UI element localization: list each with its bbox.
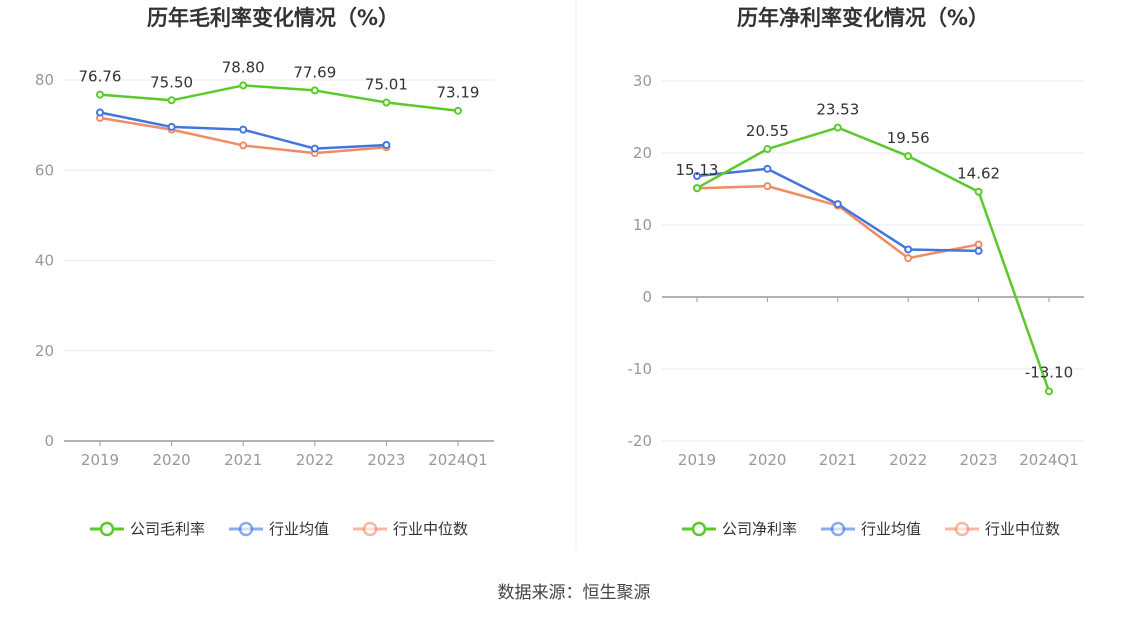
data-point <box>693 172 701 181</box>
legend-label: 行业中位数 <box>985 520 1060 538</box>
series-line-3 <box>696 184 979 260</box>
data-point <box>904 245 913 254</box>
data-point <box>833 200 842 209</box>
legend-label: 公司毛利率 <box>130 520 205 538</box>
legend-swatch-marker <box>691 521 707 537</box>
data-label: 76.76 <box>79 68 122 86</box>
data-label: 15.13 <box>676 161 719 179</box>
y-tick-label: 0 <box>44 432 54 450</box>
data-point <box>454 106 462 115</box>
x-tick-label: 2024Q1 <box>1019 451 1079 469</box>
y-tick-label: 20 <box>633 144 652 162</box>
data-point <box>382 98 391 107</box>
y-tick-label: 20 <box>35 342 54 360</box>
series-line-2 <box>696 167 979 253</box>
x-tick-label: 2019 <box>81 451 119 469</box>
data-point <box>167 96 176 105</box>
data-point <box>974 187 983 196</box>
legend-swatch-marker <box>954 521 970 537</box>
data-point <box>763 182 772 191</box>
legend-label: 行业均值 <box>269 520 329 538</box>
chart-title: 历年毛利率变化情况（%） <box>147 6 399 30</box>
data-label: 78.80 <box>222 58 265 76</box>
x-tick-label: 2020 <box>153 451 191 469</box>
data-point <box>310 86 319 95</box>
data-label: 19.56 <box>887 129 930 147</box>
y-tick-label: 60 <box>35 161 54 179</box>
y-tick-label: 40 <box>35 252 54 270</box>
data-point <box>382 140 391 149</box>
data-label: 23.53 <box>816 101 859 119</box>
data-point <box>239 141 248 150</box>
data-label: 14.62 <box>957 165 1000 183</box>
data-label: 75.50 <box>150 73 193 91</box>
x-tick-label: 2022 <box>889 451 927 469</box>
y-tick-label: -20 <box>628 432 653 450</box>
data-label: 73.19 <box>437 84 480 102</box>
data-label: 75.01 <box>365 76 408 94</box>
data-source-note: 数据来源：恒生聚源 <box>497 583 651 603</box>
legend-swatch-marker <box>238 521 254 537</box>
data-label: -13.10 <box>1025 363 1073 381</box>
y-tick-label: 80 <box>35 71 54 89</box>
x-tick-label: 2021 <box>819 451 857 469</box>
legend-swatch-marker <box>830 521 846 537</box>
series-line-1 <box>696 126 1051 392</box>
chart-2: 历年净利率变化情况（%） -20 -10 0 10 20 30 2019 2020 2021 202… <box>628 6 1084 538</box>
data-label: 20.55 <box>746 122 789 140</box>
x-tick-label: 2019 <box>678 451 716 469</box>
data-point <box>96 90 104 99</box>
data-point <box>1045 387 1053 396</box>
legend-item-1: 公司净利率 <box>682 520 797 538</box>
data-point <box>167 122 176 131</box>
x-tick-label: 2021 <box>224 451 262 469</box>
legend-label: 公司净利率 <box>722 520 797 538</box>
data-point <box>974 246 983 255</box>
legend-item-2: 行业均值 <box>229 520 329 538</box>
data-point <box>904 152 913 161</box>
legend-item-1: 公司毛利率 <box>90 520 205 538</box>
data-point <box>96 108 104 117</box>
y-tick-label: 10 <box>633 216 652 234</box>
data-point <box>904 254 913 263</box>
legend-item-3: 行业中位数 <box>353 520 468 538</box>
y-tick-label: 30 <box>633 72 652 90</box>
chart-title: 历年净利率变化情况（%） <box>737 6 989 30</box>
chart-1: 历年毛利率变化情况（%） 0 20 40 60 80 2019 2020 2021 2022 202… <box>35 6 494 538</box>
data-point <box>974 240 983 249</box>
data-point <box>239 81 248 90</box>
x-tick-label: 2022 <box>296 451 334 469</box>
data-point <box>239 125 248 134</box>
legend-swatch-marker <box>99 521 115 537</box>
legend-label: 行业均值 <box>861 520 921 538</box>
x-tick-label: 2023 <box>367 451 405 469</box>
series-line-1 <box>99 84 459 112</box>
data-point <box>310 144 319 153</box>
y-tick-label: 0 <box>642 288 652 306</box>
legend-swatch-marker <box>362 521 378 537</box>
x-tick-label: 2023 <box>960 451 998 469</box>
data-point <box>763 145 772 154</box>
legend-label: 行业中位数 <box>393 520 468 538</box>
legend-item-3: 行业中位数 <box>945 520 1060 538</box>
y-tick-label: -10 <box>628 360 653 378</box>
data-label: 77.69 <box>293 63 336 81</box>
data-point <box>763 164 772 173</box>
data-point <box>833 123 842 132</box>
legend-item-2: 行业均值 <box>821 520 921 538</box>
x-tick-label: 2020 <box>748 451 786 469</box>
x-tick-label: 2024Q1 <box>428 451 488 469</box>
data-point <box>693 184 701 193</box>
